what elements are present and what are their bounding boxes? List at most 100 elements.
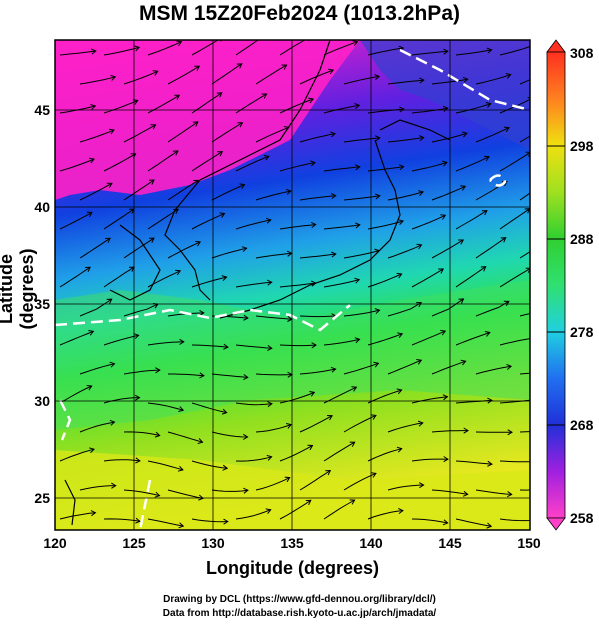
- streamline-arrowhead: [106, 298, 113, 304]
- streamline: [167, 179, 199, 201]
- streamline-arrowhead: [374, 135, 381, 142]
- streamline: [475, 365, 512, 375]
- x-tick: 135: [280, 535, 304, 551]
- freezing-contour: [55, 48, 530, 530]
- streamline: [411, 107, 448, 114]
- streamline: [191, 518, 228, 523]
- streamline-arrowhead: [265, 508, 272, 515]
- streamline-arrowhead: [243, 374, 249, 381]
- colorbar-min-arrow: [546, 517, 566, 531]
- streamline-arrowhead: [108, 128, 115, 135]
- streamline: [79, 129, 115, 143]
- streamline: [411, 330, 446, 346]
- streamline: [168, 373, 204, 377]
- streamline: [299, 133, 336, 143]
- y-tick: 40: [34, 199, 50, 215]
- streamline: [343, 137, 380, 143]
- streamline: [343, 362, 379, 375]
- streamline: [411, 518, 448, 524]
- streamline: [79, 485, 116, 491]
- streamline: [191, 151, 223, 172]
- streamline: [255, 64, 287, 85]
- streamline: [235, 281, 272, 288]
- streamline-arrowhead: [177, 465, 184, 472]
- streamline: [499, 152, 530, 172]
- streamline: [59, 50, 96, 56]
- streamline-arrowhead: [86, 211, 93, 217]
- streamline-arrowhead: [221, 275, 228, 281]
- streamline-arrowhead: [194, 65, 201, 71]
- streamline-arrowhead: [155, 367, 161, 374]
- streamline: [235, 402, 272, 406]
- streamline: [191, 460, 228, 469]
- colorbar-scale: [546, 51, 566, 519]
- streamline: [211, 247, 247, 259]
- streamline-arrowhead: [174, 94, 181, 100]
- streamline: [431, 298, 464, 317]
- streamline: [387, 422, 423, 433]
- streamline: [299, 415, 333, 433]
- streamline-arrowhead: [179, 338, 185, 345]
- streamline: [455, 460, 492, 465]
- streamline-arrowhead: [89, 447, 95, 454]
- streamline: [123, 489, 160, 497]
- streamline: [279, 224, 316, 230]
- streamline-arrowhead: [462, 490, 469, 497]
- streamline: [103, 334, 139, 346]
- streamline-arrowhead: [110, 74, 117, 81]
- streamline-arrowhead: [418, 135, 425, 142]
- streamline: [431, 239, 464, 259]
- streamline-arrowhead: [199, 309, 205, 317]
- streamline: [519, 79, 530, 85]
- streamline: [499, 460, 530, 463]
- streamline-arrowhead: [237, 122, 244, 128]
- streamline: [211, 489, 248, 492]
- streamline: [147, 460, 184, 471]
- streamline: [411, 458, 448, 462]
- streamline: [279, 445, 313, 462]
- streamline-arrowhead: [132, 99, 139, 105]
- streamline: [211, 431, 248, 438]
- streamline: [103, 99, 138, 114]
- streamline-arrowhead: [355, 222, 361, 229]
- streamline: [59, 448, 95, 462]
- streamline-arrowhead: [460, 185, 467, 191]
- streamline: [387, 359, 422, 375]
- streamline-arrowhead: [199, 372, 205, 379]
- streamline-arrowhead: [154, 431, 161, 438]
- streamline-arrowhead: [507, 429, 513, 436]
- streamline-arrowhead: [506, 363, 513, 370]
- streamline-arrowhead: [330, 131, 336, 138]
- streamline-arrowhead: [396, 446, 403, 453]
- streamline-arrowhead: [266, 279, 273, 286]
- plot-frame: [54, 39, 531, 531]
- streamline: [367, 166, 404, 172]
- streamline-arrowhead: [307, 444, 314, 451]
- streamline: [323, 338, 360, 346]
- streamline-arrowhead: [349, 499, 356, 505]
- streamline: [387, 484, 424, 491]
- streamline-arrowhead: [222, 464, 229, 471]
- streamline-arrowhead: [463, 427, 469, 434]
- streamline: [79, 421, 115, 433]
- streamline-arrowhead: [178, 522, 185, 529]
- streamline: [79, 363, 115, 375]
- streamline-arrowhead: [223, 518, 229, 525]
- colorbar-tick: 298: [570, 138, 594, 154]
- x-tick-labels: 120 125 130 135 140 145 150: [43, 535, 541, 551]
- streamline-arrowhead: [310, 160, 316, 167]
- streamline-arrowhead: [281, 64, 288, 70]
- streamline-arrowhead: [396, 388, 403, 395]
- streamline-arrowhead: [525, 267, 530, 273]
- streamline-arrowhead: [327, 415, 333, 421]
- streamline-arrowhead: [418, 482, 425, 489]
- streamline: [79, 182, 113, 201]
- streamline: [147, 150, 179, 172]
- streamline: [367, 389, 402, 404]
- streamline-arrowhead: [285, 188, 292, 195]
- streamline-arrowhead: [354, 164, 361, 171]
- streamline: [323, 386, 357, 404]
- streamline-arrowhead: [172, 150, 179, 156]
- x-tick: 130: [201, 535, 225, 551]
- streamline-arrowhead: [197, 438, 204, 444]
